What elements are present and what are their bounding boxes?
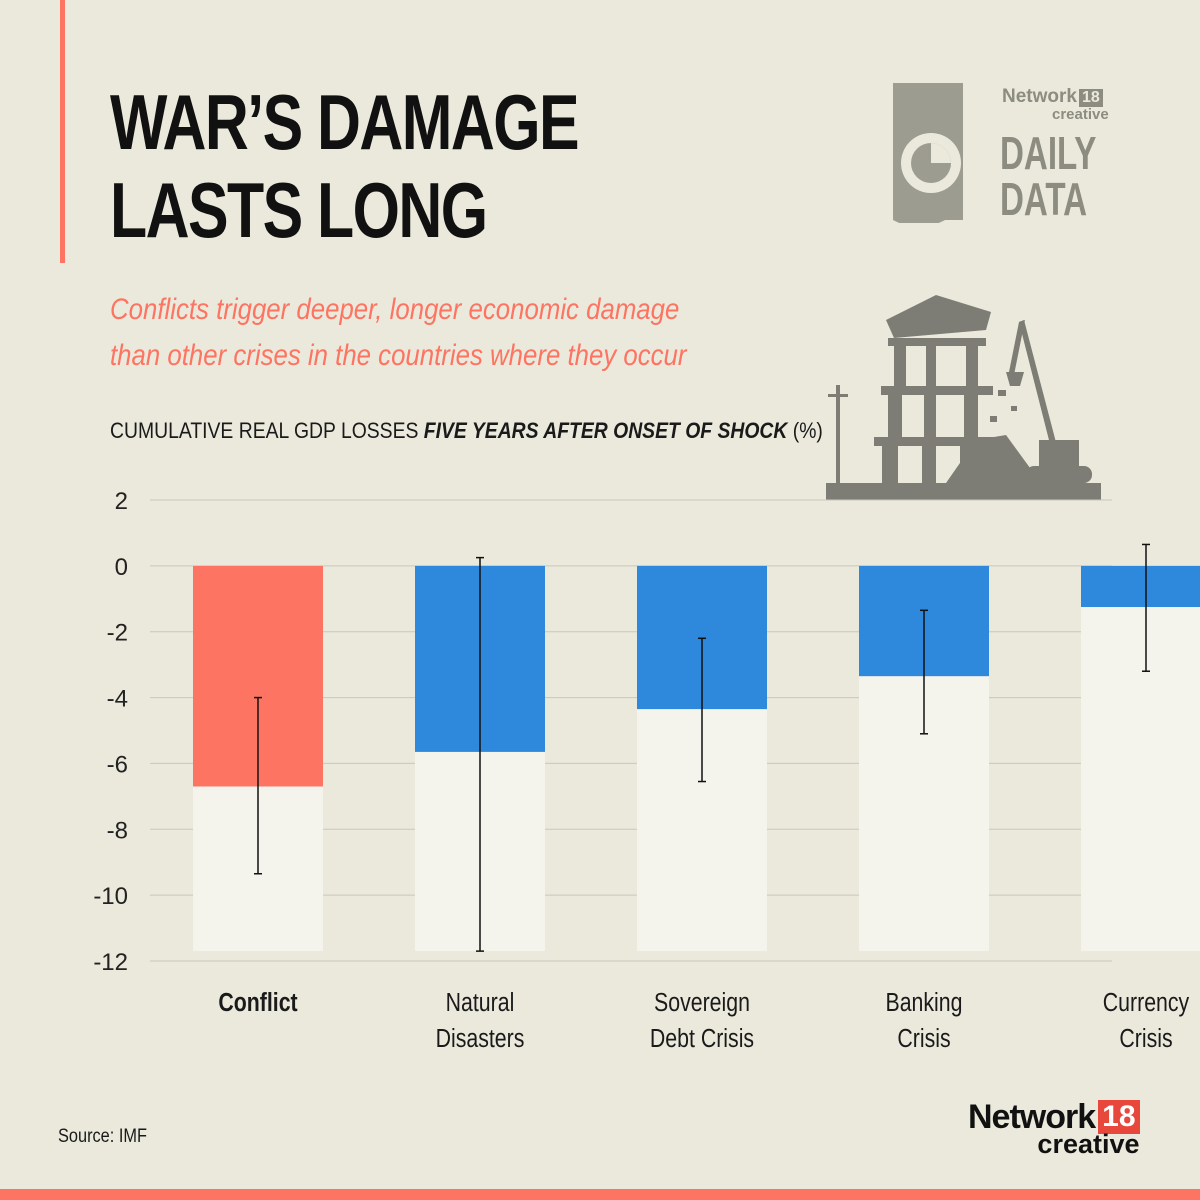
building-wall-2	[926, 346, 936, 386]
y-tick-label: -2	[107, 620, 128, 647]
y-tick-label: -12	[93, 949, 128, 976]
brand-top-creative: creative	[1052, 106, 1109, 123]
x-tick-label: Crisis	[897, 1024, 950, 1054]
daily-data-logo-icon	[893, 83, 963, 223]
source-note: Source: IMF	[58, 1126, 147, 1147]
building-roof	[886, 295, 991, 338]
building-wall-6	[964, 395, 978, 437]
excavator-boom	[1009, 320, 1025, 375]
accent-bar	[60, 0, 65, 263]
subtitle-line-1: Conflicts trigger deeper, longer economi…	[110, 293, 680, 326]
bottom-accent-line	[0, 1189, 1200, 1200]
rubble-pile	[946, 435, 1041, 483]
page-title: WAR’S DAMAGE LASTS LONG	[110, 78, 580, 254]
x-tick-label: Currency	[1103, 988, 1190, 1018]
building-floor-2	[881, 386, 993, 395]
bar	[1081, 565, 1200, 608]
utility-pole	[836, 385, 840, 483]
excavator-arm	[1019, 320, 1058, 452]
x-tick-label: Disasters	[436, 1024, 525, 1054]
y-tick-label: 0	[115, 554, 128, 581]
logo-pie-slice	[931, 143, 951, 163]
y-tick-label: 2	[115, 488, 128, 515]
x-tick-label: Debt Crisis	[650, 1024, 754, 1054]
building-floor-3	[874, 437, 994, 446]
excavator-bucket	[1006, 372, 1024, 386]
ground	[826, 483, 1101, 500]
subtitle: Conflicts trigger deeper, longer economi…	[110, 287, 884, 379]
building-wall-1	[894, 346, 906, 386]
y-tick-label: -4	[107, 686, 128, 713]
x-tick-label: Natural	[446, 988, 515, 1018]
title-line-2: LASTS LONG	[110, 166, 488, 254]
chart-heading-text: CUMULATIVE REAL GDP LOSSES	[110, 418, 424, 443]
building-wall-5	[924, 395, 936, 437]
chart-heading-emphasis: FIVE YEARS AFTER ONSET OF SHOCK	[423, 418, 788, 443]
debris-1	[998, 390, 1006, 396]
y-tick-label: -8	[107, 817, 128, 844]
subtitle-line-2: than other crises in the countries where…	[110, 339, 687, 372]
building-wall-4	[888, 395, 902, 437]
building-wall-3	[966, 346, 978, 386]
chart-heading-unit: (%)	[787, 418, 823, 443]
debris-2	[1011, 406, 1017, 411]
excavator-tracks	[1026, 466, 1092, 483]
chart-heading: CUMULATIVE REAL GDP LOSSES FIVE YEARS AF…	[110, 418, 823, 444]
debris-3	[990, 416, 997, 422]
brand-bottom-18: 18	[1098, 1100, 1140, 1134]
brand-top-network: Network	[1002, 86, 1077, 107]
building-wall-7	[882, 446, 898, 483]
building-floor-1	[888, 338, 986, 346]
x-tick-label: Sovereign	[654, 988, 750, 1018]
excavator-cab	[1039, 440, 1079, 466]
brand-top-18: 18	[1078, 89, 1103, 107]
brand-bottom-creative: creative	[1037, 1129, 1140, 1159]
title-line-1: WAR’S DAMAGE	[110, 78, 580, 166]
building-wall-8	[922, 446, 936, 483]
x-tick-label: Conflict	[218, 988, 297, 1018]
brand-top: Network 18 creative	[1002, 86, 1109, 123]
y-tick-label: -10	[93, 883, 128, 910]
y-tick-label: -6	[107, 751, 128, 778]
daily-data-wordmark: DAILY DATA	[1000, 130, 1096, 222]
x-tick-label: Banking	[885, 988, 962, 1018]
ruined-building-illustration-icon	[826, 295, 1101, 500]
pole-crossbar	[828, 394, 848, 397]
brand-bottom-logo: Network 18 creative	[968, 1098, 1140, 1160]
x-tick-label: Crisis	[1119, 1024, 1172, 1054]
daily-word: DAILY	[1000, 127, 1097, 179]
brand-bottom-network: Network	[968, 1098, 1096, 1136]
bar-track	[1081, 565, 1200, 952]
data-word: DATA	[1000, 173, 1088, 225]
